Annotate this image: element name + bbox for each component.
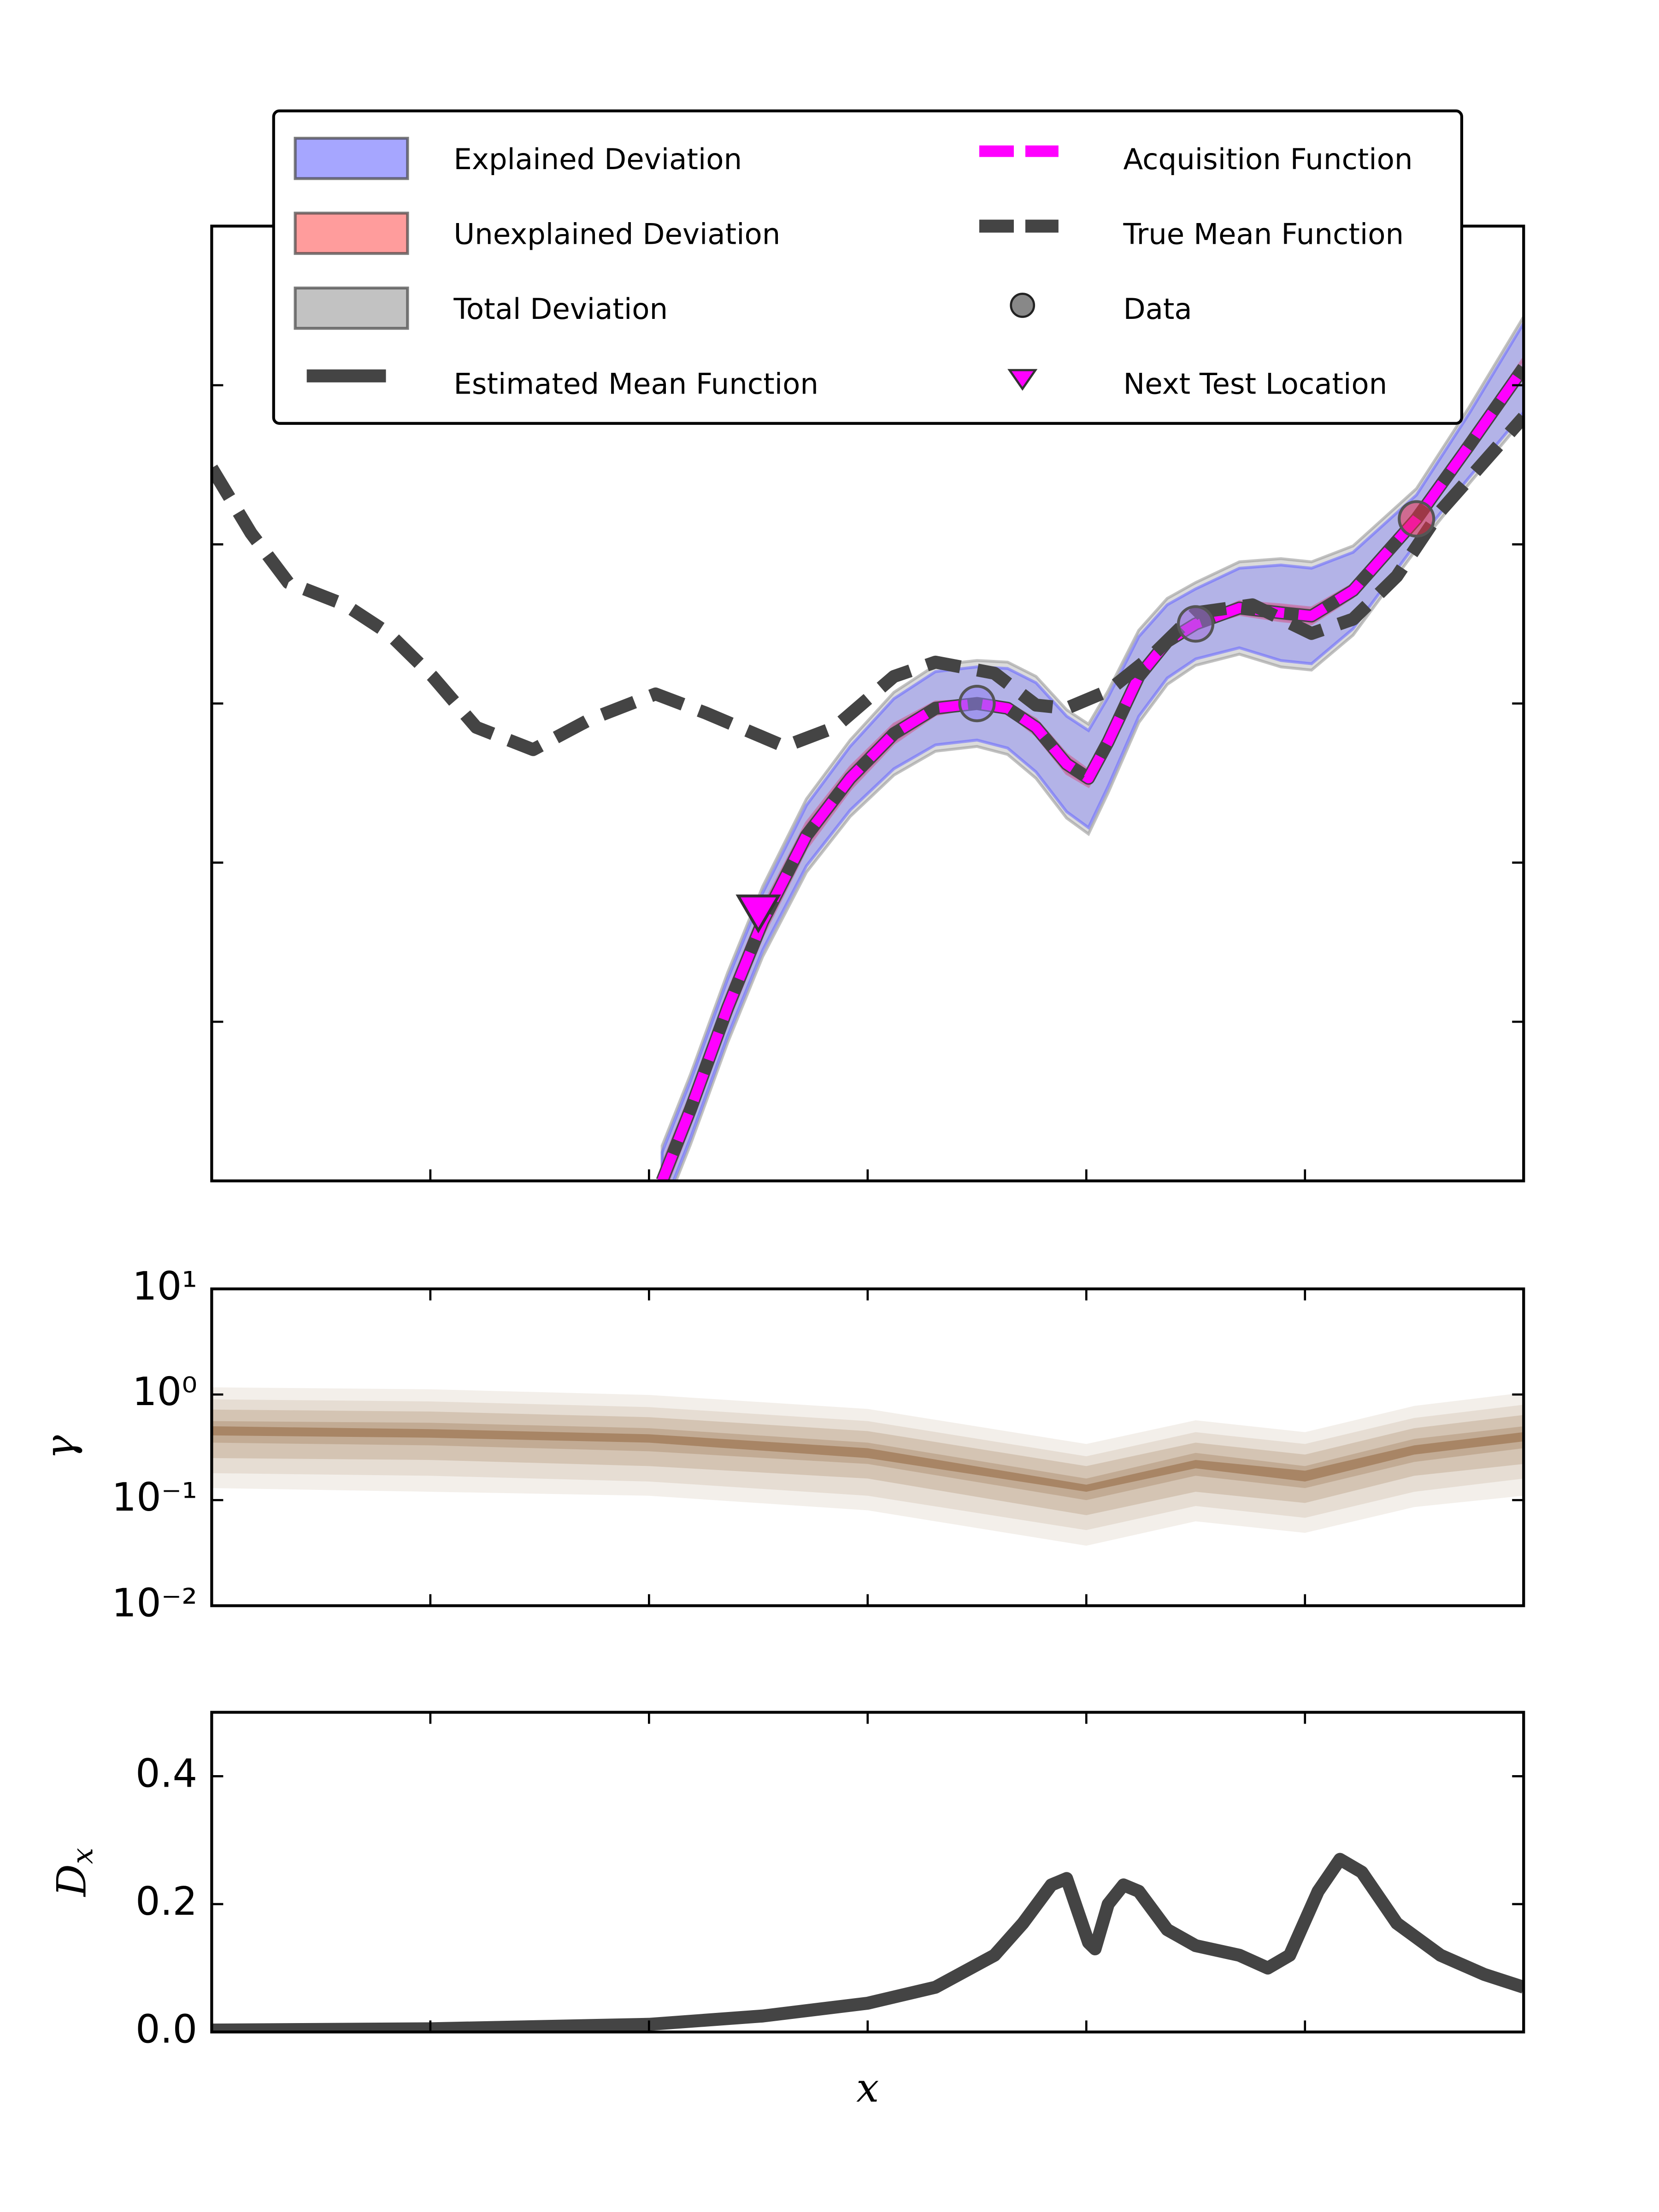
y-axis-label: Dx <box>48 1848 99 1897</box>
legend-label: Explained Deviation <box>453 142 742 176</box>
data-point <box>1398 500 1435 538</box>
legend-swatch <box>294 212 409 255</box>
y-tick-label: 10⁰ <box>132 1369 197 1414</box>
y-tick-label: 0.4 <box>135 1751 197 1796</box>
line <box>212 412 1524 756</box>
legend-label: True Mean Function <box>1123 218 1404 251</box>
y-tick-label: 0.2 <box>135 1879 197 1924</box>
legend-swatch <box>1007 369 1038 391</box>
legend-label: Estimated Mean Function <box>453 367 818 401</box>
y-tick-label: 10¹ <box>132 1264 197 1309</box>
legend-label: Next Test Location <box>1124 367 1388 401</box>
plot-area <box>212 1387 1524 1546</box>
legend-label: Total Deviation <box>453 292 668 326</box>
data-point <box>1177 605 1215 643</box>
legend-label: Data <box>1124 292 1192 326</box>
y-tick-label: 10⁻² <box>112 1580 197 1625</box>
line <box>657 365 1524 1181</box>
deviation-band <box>660 320 1524 1181</box>
legend-label: Acquisition Function <box>1124 142 1413 176</box>
deviation-band <box>660 314 1524 1181</box>
next-test-marker <box>735 894 781 934</box>
legend: Explained Deviation Unexplained Deviation… <box>272 109 1463 425</box>
legend-frame <box>272 109 1463 425</box>
plot-area <box>212 314 1524 1181</box>
y-tick-label: 0.0 <box>135 2006 197 2052</box>
plot-area <box>212 1853 1524 2032</box>
line <box>212 1853 1524 2032</box>
y-axis-label: γ <box>36 1435 83 1459</box>
legend-swatch <box>1010 293 1035 318</box>
data-point <box>958 684 996 723</box>
legend-swatch <box>294 136 409 180</box>
legend-label: Unexplained Deviation <box>453 218 780 251</box>
density-contour <box>212 1421 1524 1500</box>
x-axis-label: x <box>856 2064 879 2111</box>
density-contour <box>212 1426 1524 1492</box>
legend-swatch <box>294 286 409 330</box>
y-tick-label: 10⁻¹ <box>112 1475 197 1520</box>
